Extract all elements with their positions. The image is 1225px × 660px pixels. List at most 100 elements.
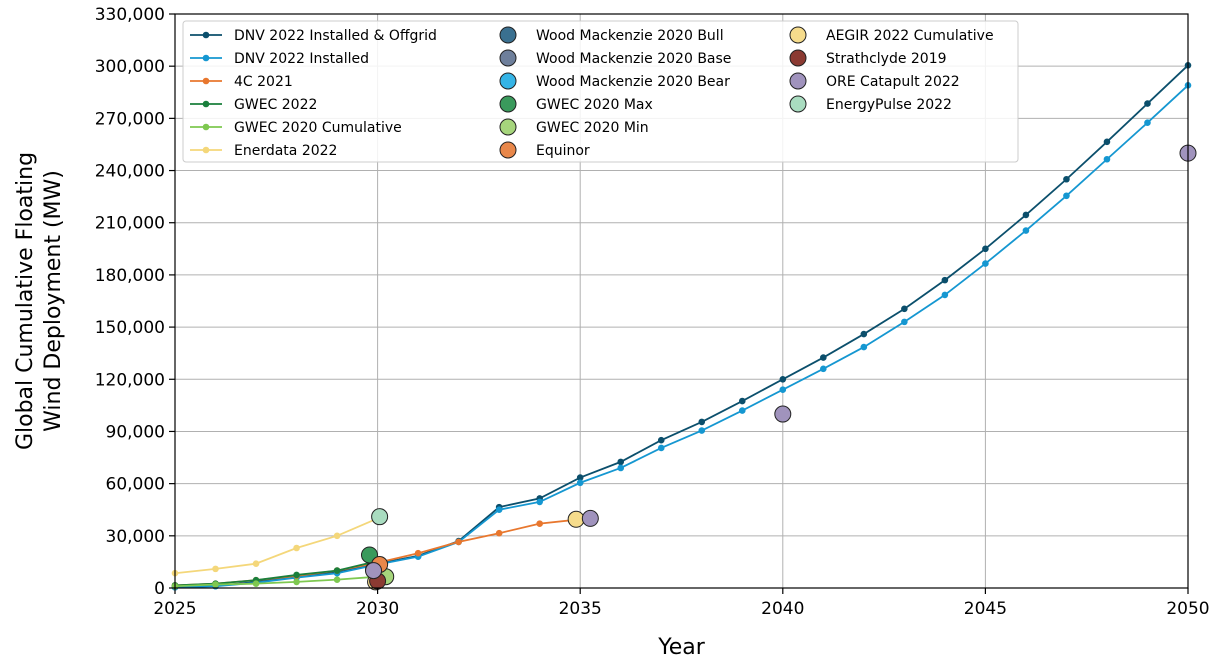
legend-marker-swatch: [789, 95, 807, 113]
data-point: [495, 529, 503, 537]
data-point: [1063, 192, 1070, 200]
legend-entry-equinor: Equinor: [499, 141, 590, 159]
data-point: [455, 538, 462, 546]
axis-ticks: 0 30,000 60,000 90,000 120,000 150,000 180,000…: [95, 5, 1210, 619]
series-line: [174, 560, 378, 587]
series-gwec-2022: [171, 557, 381, 589]
legend-point-swatch: [202, 146, 210, 154]
data-point: [982, 245, 989, 253]
legend-label: Wood Mackenzie 2020 Bear: [536, 74, 730, 90]
series-line: [174, 575, 378, 588]
y-axis-title-line-2: Wind Deployment (MW): [41, 170, 66, 432]
legend-label: AEGIR 2022 Cumulative: [826, 28, 994, 44]
data-point: [1063, 175, 1070, 183]
legend-entry-gwec-2020-min: GWEC 2020 Min: [499, 118, 649, 136]
legend-marker-swatch: [499, 95, 517, 113]
legend-label: ORE Catapult 2022: [826, 74, 960, 90]
data-point: [901, 305, 908, 313]
data-point: [293, 578, 300, 586]
data-point: [657, 444, 665, 452]
data-point: [252, 560, 260, 567]
legend-entry-gwec-2020-max: GWEC 2020 Max: [499, 95, 653, 113]
legend-label: Wood Mackenzie 2020 Bull: [536, 28, 724, 44]
legend-point-swatch: [202, 31, 210, 39]
legend-point-swatch: [202, 77, 210, 85]
data-point: [901, 318, 908, 326]
plot-data: [171, 62, 1197, 591]
data-point: [617, 458, 625, 466]
legend-entry-wood-mackenzie-2020-bull: Wood Mackenzie 2020 Bull: [499, 26, 724, 44]
data-point: [1103, 155, 1111, 163]
y-tick-label: 120,000: [95, 370, 165, 390]
legend-marker-swatch: [499, 26, 517, 44]
data-point: [333, 532, 341, 540]
data-marker: [581, 509, 599, 527]
plot-frame: [174, 13, 1189, 589]
data-point: [495, 506, 503, 514]
legend-label: Equinor: [536, 143, 590, 159]
data-point: [293, 571, 300, 579]
y-tick-label: 90,000: [106, 422, 165, 442]
y-tick-label: 300,000: [95, 57, 165, 77]
x-tick-label: 2025: [153, 599, 196, 619]
x-tick-label: 2030: [356, 599, 399, 619]
data-point: [1144, 100, 1151, 107]
y-tick-label: 210,000: [95, 214, 165, 234]
legend-entry-dnv-2022-installed-offgrid: DNV 2022 Installed & Offgrid: [190, 28, 437, 44]
y-tick-label: 150,000: [95, 318, 165, 338]
y-axis-title: Global Cumulative Floating Wind Deployme…: [13, 152, 66, 450]
legend-marker-swatch: [499, 118, 517, 136]
y-tick-label: 60,000: [106, 475, 165, 495]
x-tick-label: 2045: [964, 599, 1007, 619]
legend-marker-swatch: [789, 72, 807, 90]
y-tick-label: 270,000: [95, 109, 165, 129]
legend-label: EnergyPulse 2022: [826, 97, 952, 113]
legend-point-swatch: [202, 54, 210, 62]
data-point: [333, 567, 341, 574]
data-point: [820, 365, 827, 373]
data-marker: [567, 510, 585, 528]
legend-entry-aegir-2022-cumulative: AEGIR 2022 Cumulative: [789, 26, 994, 44]
data-point: [293, 544, 300, 552]
data-point: [820, 354, 827, 361]
series-line: [174, 84, 1189, 589]
legend: DNV 2022 Installed & Offgrid DNV 2022 Ins…: [182, 20, 1019, 163]
legend-label: Strathclyde 2019: [826, 51, 947, 67]
data-point: [212, 565, 219, 573]
data-point: [941, 291, 949, 299]
data-marker: [371, 508, 389, 526]
data-point: [212, 581, 219, 588]
data-marker: [365, 562, 383, 580]
x-axis-title: Year: [657, 635, 706, 660]
data-point: [252, 580, 260, 587]
legend-marker-swatch: [499, 72, 517, 90]
legend-entry-ore-catapult-2022: ORE Catapult 2022: [789, 72, 960, 90]
legend-entry-wood-mackenzie-2020-bear: Wood Mackenzie 2020 Bear: [499, 72, 730, 90]
legend-label: GWEC 2020 Min: [536, 120, 649, 136]
legend-marker-swatch: [789, 49, 807, 67]
legend-point-swatch: [202, 123, 210, 131]
legend-entry-energypulse-2022: EnergyPulse 2022: [789, 95, 952, 113]
data-point: [414, 549, 422, 557]
x-tick-label: 2040: [761, 599, 804, 619]
y-axis-title-line-1: Global Cumulative Floating: [13, 152, 38, 450]
data-point: [1144, 119, 1151, 127]
legend-label: DNV 2022 Installed & Offgrid: [234, 28, 437, 44]
legend-label: 4C 2021: [234, 74, 293, 90]
data-point: [576, 479, 584, 487]
y-tick-label: 30,000: [106, 527, 165, 547]
legend-label: GWEC 2022: [234, 97, 317, 113]
legend-entry-gwec-2022: GWEC 2022: [190, 97, 317, 113]
data-point: [860, 343, 868, 351]
y-tick-label: 0: [154, 579, 165, 599]
y-tick-label: 330,000: [95, 5, 165, 25]
y-tick-label: 180,000: [95, 266, 165, 286]
legend-entry-enerdata-2022: Enerdata 2022: [190, 143, 337, 159]
data-point: [536, 520, 543, 527]
legend-label: Enerdata 2022: [234, 143, 337, 159]
data-point: [333, 576, 341, 583]
data-point: [698, 418, 706, 426]
data-point: [617, 464, 625, 472]
legend-point-swatch: [202, 100, 210, 108]
